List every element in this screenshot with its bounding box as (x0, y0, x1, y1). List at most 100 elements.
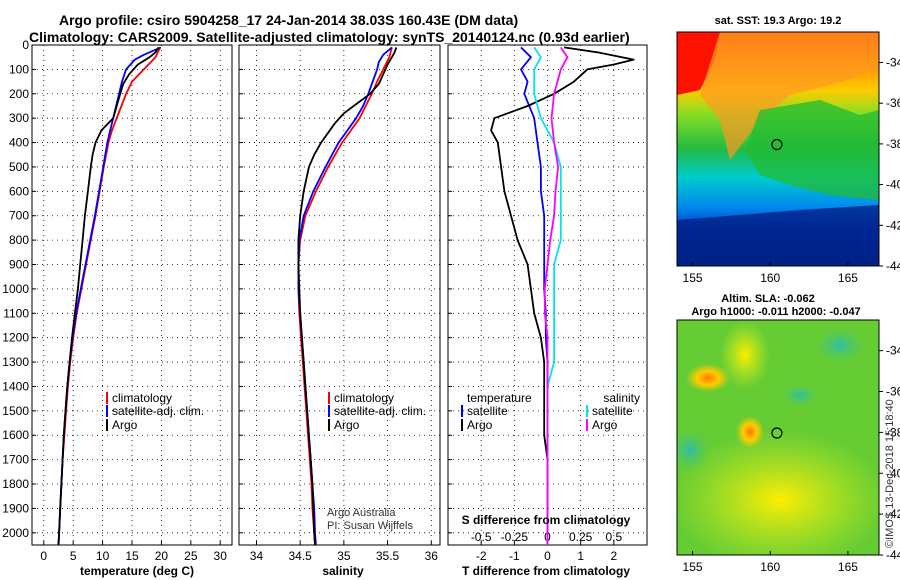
y-tick-label: 1700 (2, 453, 29, 467)
map-y-tick-label: -36 (886, 385, 900, 399)
sla-orange-west (686, 364, 730, 392)
salinity-profile-plot: 34 34.5 35 35.5 36 (238, 44, 441, 563)
sla-map-axes: 155 160 165 -34 -36 -38 -40 -42 -44 (683, 344, 900, 574)
y-tick-label: 800 (9, 233, 29, 247)
map-y-tick-label: -34 (886, 56, 900, 70)
map-x-tick-label: 165 (838, 271, 858, 285)
watermark: ©IMOS 13-Dec-2018 15:18:40 (884, 399, 896, 548)
sla-cyan-mid (782, 383, 818, 407)
sst-orange-tongue (700, 32, 879, 160)
sla-map (677, 320, 879, 555)
x-tick-label: -1 (509, 549, 520, 563)
y-tick-label: 600 (9, 184, 29, 198)
temperature-legend: climatology satellite-adj. clim. Argo (106, 391, 204, 432)
difference-legend: temperature satellite Argo salinity sate… (461, 391, 640, 432)
series-line-argo (57, 46, 160, 546)
y-tick-label: 700 (9, 209, 29, 223)
y-tick-label: 1500 (2, 404, 29, 418)
legend-label-climatology: climatology (334, 391, 394, 405)
y-tick-label: 100 (9, 62, 29, 76)
y-tick-label: 300 (9, 111, 29, 125)
sst-map-axes: 155 160 165 -34 -36 -38 -40 -42 -44 (683, 56, 900, 285)
y-tick-label: 1800 (2, 477, 29, 491)
legend-label-satellite: satellite-adj. clim. (112, 404, 204, 418)
legend-label-temp-argo: Argo (467, 418, 493, 432)
sla-cyan-east (814, 327, 866, 363)
x-tick-label: 35 (337, 549, 351, 563)
series-line-climatology (297, 47, 393, 546)
sla-cyan-west (677, 428, 710, 472)
map-y-tick-label: -36 (886, 96, 900, 110)
map-y-tick-label: -42 (886, 507, 900, 521)
x-tick-label: 36 (425, 549, 439, 563)
legend-title-salinity: salinity (603, 391, 640, 405)
x-tick-label: 10 (96, 549, 110, 563)
sst-map (677, 32, 879, 266)
salinity-legend: climatology satellite-adj. clim. Argo (328, 391, 426, 432)
x-tick-label: -2 (476, 549, 487, 563)
y-tick-label: 500 (9, 160, 29, 174)
x-tick-label: 34 (250, 549, 264, 563)
legend-title-temperature: temperature (467, 391, 532, 405)
y-tick-label: 400 (9, 136, 29, 150)
plot-frame (238, 44, 441, 546)
s-tick-label: 0.5 (605, 530, 622, 544)
y-tick-label: 900 (9, 258, 29, 272)
sla-orange-centre (736, 416, 764, 448)
map-x-tick-label: 155 (683, 560, 703, 574)
title-line-2: Climatology: CARS2009. Satellite-adjuste… (29, 29, 630, 45)
map-y-tick-label: -40 (886, 178, 900, 192)
title-line-1: Argo profile: csiro 5904258_17 24-Jan-20… (59, 12, 518, 28)
s-tick-label: -0.5 (471, 530, 492, 544)
series-line-temperature-argo (490, 46, 635, 545)
x-tick-label: 20 (155, 549, 169, 563)
salinity-x-axis-label: salinity (322, 564, 364, 578)
map-y-tick-label: -38 (886, 425, 900, 439)
map-y-tick-label: -44 (886, 259, 900, 273)
y-tick-label: 1100 (3, 306, 29, 320)
temperature-profile-plot: 0100200300400500600700800900100011001200… (2, 38, 233, 563)
map-y-tick-label: -38 (886, 137, 900, 151)
x-tick-label: 5 (70, 549, 77, 563)
map-x-tick-label: 160 (760, 560, 780, 574)
map-y-tick-label: -42 (886, 218, 900, 232)
legend-label-argo: Argo (112, 418, 138, 432)
x-tick-label: 25 (184, 549, 198, 563)
y-tick-label: 1600 (2, 428, 29, 442)
series-line-satellite-adj-clim- (297, 46, 393, 546)
x-tick-label: 0 (40, 549, 47, 563)
map-x-tick-label: 155 (683, 271, 703, 285)
sla-map-frame (676, 319, 880, 556)
s-tick-label: -0.25 (501, 530, 529, 544)
map-y-tick-label: -44 (886, 548, 900, 562)
y-tick-label: 2000 (2, 526, 29, 540)
series-line-argo (297, 47, 398, 546)
series-line-salinity-argo (543, 46, 569, 545)
legend-label-sal-argo: Argo (592, 418, 618, 432)
map-x-tick-label: 160 (760, 271, 780, 285)
sst-warm-patch (677, 32, 720, 95)
s-tick-label: 0.25 (569, 530, 593, 544)
y-tick-label: 1900 (2, 501, 29, 515)
legend-label-argo: Argo (334, 418, 360, 432)
sla-yellow-north (720, 320, 770, 390)
difference-x-axis-label: T difference from climatology (462, 564, 630, 578)
difference-top-axis-label: S difference from climatology (462, 513, 631, 527)
sla-map-title-line-2: Argo h1000: -0.011 h2000: -0.047 (691, 306, 860, 318)
x-tick-label: 0 (544, 549, 551, 563)
sla-argo-marker (771, 427, 783, 439)
y-tick-label: 1200 (2, 331, 29, 345)
y-tick-label: 1400 (2, 379, 29, 393)
pi-note: PI: Susan Wijffels (327, 520, 413, 532)
sst-map-title: sat. SST: 19.3 Argo: 19.2 (715, 15, 842, 27)
legend-label-satellite: satellite-adj. clim. (334, 404, 426, 418)
temperature-x-axis-label: temperature (deg C) (80, 564, 194, 578)
map-y-tick-label: -34 (886, 344, 900, 358)
project-note: Argo Australia (327, 507, 396, 519)
sst-argo-marker (771, 138, 783, 151)
map-y-tick-label: -40 (886, 466, 900, 480)
x-tick-label: 2 (610, 549, 617, 563)
sst-green-eddy (745, 100, 879, 200)
y-tick-label: 1300 (2, 355, 29, 369)
x-tick-label: 1 (577, 549, 584, 563)
